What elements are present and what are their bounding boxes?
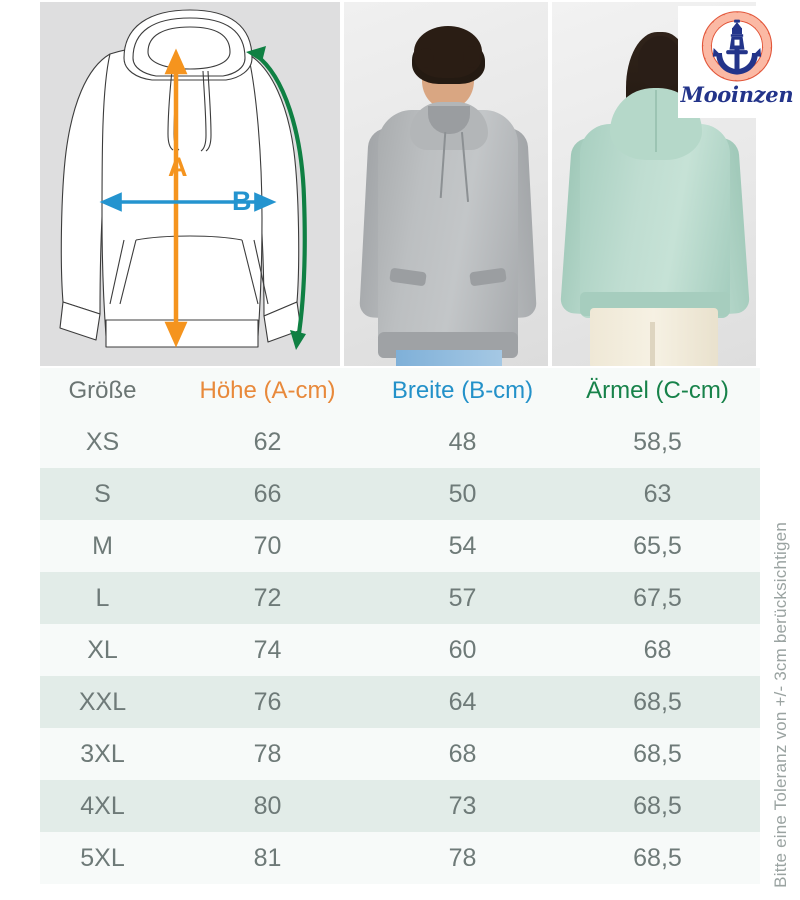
hoodie-outline-icon [59, 9, 307, 350]
model-jeans [396, 350, 502, 366]
cell-sleeve: 68 [555, 624, 760, 676]
cell-size: M [40, 520, 165, 572]
measure-label-a: A [168, 152, 188, 182]
cell-width: 73 [370, 780, 555, 832]
cell-height: 78 [165, 728, 370, 780]
tolerance-note-text: Bitte eine Toleranz von +/- 3cm berücksi… [771, 522, 790, 888]
cell-width: 48 [370, 416, 555, 468]
model-pants-seam [650, 322, 655, 366]
table-header: Größe Höhe (A-cm) Breite (B-cm) Ärmel (C… [40, 368, 760, 416]
cell-sleeve: 68,5 [555, 832, 760, 884]
cell-size: 3XL [40, 728, 165, 780]
column-header-height: Höhe (A-cm) [165, 368, 370, 416]
size-table: Größe Höhe (A-cm) Breite (B-cm) Ärmel (C… [40, 368, 760, 884]
cell-size: 5XL [40, 832, 165, 884]
cell-width: 60 [370, 624, 555, 676]
cell-size: 4XL [40, 780, 165, 832]
cell-height: 80 [165, 780, 370, 832]
model-hoodie-body [378, 110, 518, 358]
table-row: XXL 76 64 68,5 [40, 676, 760, 728]
cell-height: 66 [165, 468, 370, 520]
tolerance-note: Bitte eine Toleranz von +/- 3cm berücksi… [764, 368, 798, 888]
cell-width: 54 [370, 520, 555, 572]
brand-logo: Mooinzen [678, 6, 796, 118]
cell-size: XS [40, 416, 165, 468]
cell-width: 64 [370, 676, 555, 728]
cell-sleeve: 68,5 [555, 780, 760, 832]
cell-sleeve: 67,5 [555, 572, 760, 624]
table-row: 4XL 80 73 68,5 [40, 780, 760, 832]
table-row: L 72 57 67,5 [40, 572, 760, 624]
measure-label-b: B [232, 186, 252, 216]
cell-height: 72 [165, 572, 370, 624]
cell-height: 70 [165, 520, 370, 572]
cell-height: 62 [165, 416, 370, 468]
hoodie-diagram-panel: A B C [40, 2, 340, 366]
header-row: Größe Höhe (A-cm) Breite (B-cm) Ärmel (C… [40, 368, 760, 416]
lighthouse-anchor-rope-icon [701, 11, 773, 82]
table-row: XS 62 48 58,5 [40, 416, 760, 468]
column-header-size: Größe [40, 368, 165, 416]
model-head [638, 36, 682, 88]
cell-size: L [40, 572, 165, 624]
cell-height: 76 [165, 676, 370, 728]
table-body: XS 62 48 58,5 S 66 50 63 M 70 54 65,5 L 72 57 67,5 XL 74 6… [40, 416, 760, 884]
cell-height: 74 [165, 624, 370, 676]
cell-sleeve: 68,5 [555, 676, 760, 728]
image-strip: A B C [40, 2, 760, 366]
cell-width: 78 [370, 832, 555, 884]
front-view-photo [344, 2, 548, 366]
back-view-photo [552, 2, 756, 366]
table-row: S 66 50 63 [40, 468, 760, 520]
brand-wordmark: Mooinzen [680, 82, 794, 107]
cell-height: 81 [165, 832, 370, 884]
cell-width: 68 [370, 728, 555, 780]
model-hood-seam [655, 90, 657, 152]
cell-sleeve: 68,5 [555, 728, 760, 780]
size-table-container: Größe Höhe (A-cm) Breite (B-cm) Ärmel (C… [40, 368, 760, 886]
table-row: 3XL 78 68 68,5 [40, 728, 760, 780]
cell-width: 57 [370, 572, 555, 624]
cell-size: S [40, 468, 165, 520]
table-row: M 70 54 65,5 [40, 520, 760, 572]
cell-sleeve: 65,5 [555, 520, 760, 572]
table-row: XL 74 60 68 [40, 624, 760, 676]
cell-size: XL [40, 624, 165, 676]
model-hair [414, 26, 482, 78]
table-row: 5XL 81 78 68,5 [40, 832, 760, 884]
cell-sleeve: 63 [555, 468, 760, 520]
column-header-width: Breite (B-cm) [370, 368, 555, 416]
cell-width: 50 [370, 468, 555, 520]
column-header-sleeve: Ärmel (C-cm) [555, 368, 760, 416]
cell-size: XXL [40, 676, 165, 728]
cell-sleeve: 58,5 [555, 416, 760, 468]
